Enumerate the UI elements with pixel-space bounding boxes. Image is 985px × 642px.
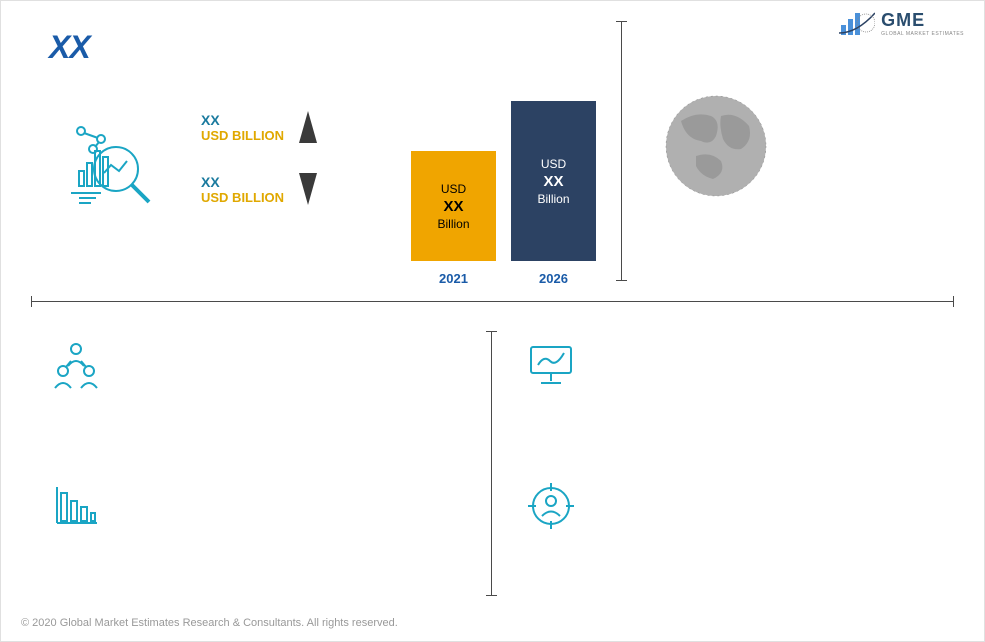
metric-down-row: XX USD BILLION xyxy=(201,173,317,205)
bar-year-2026: 2026 xyxy=(511,271,596,286)
bar-2026-top: USD xyxy=(541,157,566,171)
infographic-container: XX GME GLOBAL MARKET ESTIMATES xyxy=(0,0,985,642)
bottom-section xyxy=(31,321,954,601)
logo-subtitle: GLOBAL MARKET ESTIMATES xyxy=(881,31,964,37)
market-size-bar-chart: USD XX Billion USD XX Billion 2021 2026 xyxy=(401,96,611,286)
copyright-text: © 2020 Global Market Estimates Research … xyxy=(21,617,398,629)
metric-down-usd: USD BILLION xyxy=(201,190,284,205)
target-person-icon xyxy=(526,481,576,531)
arrow-down-icon xyxy=(299,173,317,205)
top-section: XX USD BILLION XX USD BILLION USD XX Bil… xyxy=(31,81,954,291)
metric-up-xx: XX xyxy=(201,112,284,128)
gme-logo: GME GLOBAL MARKET ESTIMATES xyxy=(839,9,964,37)
metric-up-usd: USD BILLION xyxy=(201,128,284,143)
header-xx-label: XX xyxy=(49,29,90,66)
bar-2026: USD XX Billion xyxy=(511,101,596,261)
horizontal-divider xyxy=(31,301,954,302)
market-analysis-icon xyxy=(71,121,161,211)
bar-2021: USD XX Billion xyxy=(411,151,496,261)
globe-icon xyxy=(661,91,771,201)
metrics-block: XX USD BILLION XX USD BILLION xyxy=(201,111,317,235)
bar-2021-bot: Billion xyxy=(437,217,469,231)
bar-2026-bot: Billion xyxy=(537,192,569,206)
vertical-divider-bottom xyxy=(491,331,492,596)
bar-chart-icon xyxy=(51,481,101,531)
metric-up-row: XX USD BILLION xyxy=(201,111,317,143)
arrow-up-icon xyxy=(299,111,317,143)
metric-down-xx: XX xyxy=(201,174,284,190)
logo-text: GME xyxy=(881,10,964,31)
bar-year-2021: 2021 xyxy=(411,271,496,286)
logo-bars-icon xyxy=(839,9,875,37)
bar-2026-mid: XX xyxy=(543,173,563,190)
monitor-icon xyxy=(526,341,576,391)
bar-2021-mid: XX xyxy=(443,198,463,215)
people-icon xyxy=(51,341,101,391)
bar-2021-top: USD xyxy=(441,182,466,196)
